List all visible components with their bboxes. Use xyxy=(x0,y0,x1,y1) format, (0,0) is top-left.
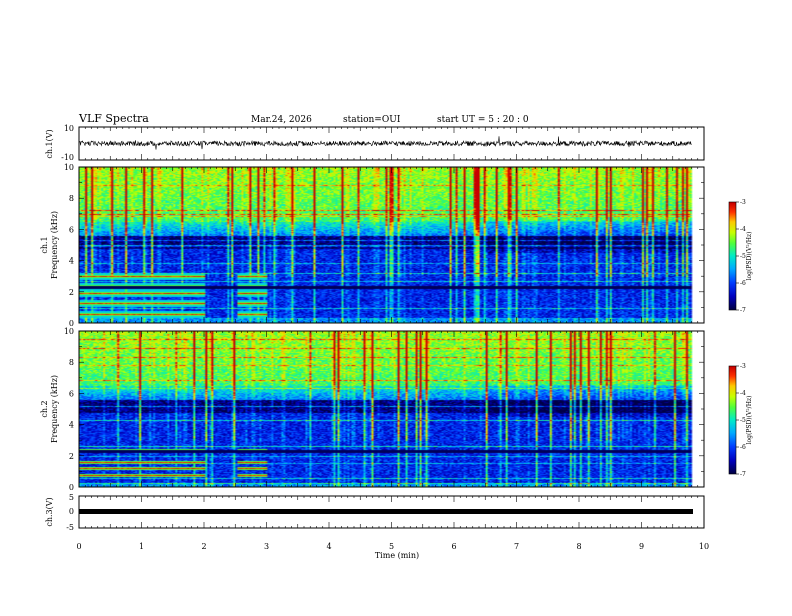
ch3-waveform-panel: 5 0 -5 ch.3(V) xyxy=(45,493,705,532)
ch1-colorbar-label: log(PSD)(V²/Hz) xyxy=(746,232,753,281)
ch1-waveform-trace xyxy=(78,136,692,150)
ch2-colorbar-ticklabel: -6 xyxy=(740,444,746,451)
x-tick-label: 9 xyxy=(639,542,644,551)
figure-title: VLF Spectra xyxy=(78,112,149,125)
ch2-spec-ytick-label: 0 xyxy=(69,483,74,492)
ch1-spec-ytick-label: 8 xyxy=(69,194,74,203)
ch1-spec-ytick-label: 4 xyxy=(69,257,74,266)
ch3-ytick-mid: 0 xyxy=(69,507,74,516)
ch2-spec-ytick-label: 8 xyxy=(69,358,74,367)
ch2-spec-ytick-label: 4 xyxy=(69,421,74,430)
ch1-colorbar-ticklabel: -5 xyxy=(740,253,746,260)
x-tick-label: 8 xyxy=(576,542,581,551)
ch2-spectrogram-image xyxy=(79,331,704,487)
x-tick-label: 0 xyxy=(76,542,81,551)
x-tick-label: 6 xyxy=(451,542,456,551)
ch1-ytick-top: 10 xyxy=(64,124,74,133)
ch2-colorbar-ticklabel: -5 xyxy=(740,417,746,424)
ch3-waveform-trace xyxy=(79,509,693,514)
ch1-spectrogram-image xyxy=(79,167,704,323)
x-tick-label: 2 xyxy=(201,542,206,551)
ch2-colorbar-ticklabel: -3 xyxy=(740,363,746,370)
ch2-spec-ytick-label: 6 xyxy=(69,389,74,398)
ch1-colorbar-ticklabel: -3 xyxy=(740,199,746,206)
ch1-spec-ytick-label: 10 xyxy=(64,163,74,172)
ch2-spec-ytick-label: 2 xyxy=(69,452,74,461)
x-tick-label: 10 xyxy=(699,542,709,551)
ch3-ylabel: ch.3(V) xyxy=(45,497,54,526)
ch2-spec-ytick-label: 10 xyxy=(64,327,74,336)
x-axis-label: Time (min) xyxy=(375,551,419,560)
x-tick-label: 3 xyxy=(264,542,269,551)
ch1-spec-ylabel-freq: Frequency (kHz) xyxy=(50,211,59,279)
ch3-ytick-top: 5 xyxy=(69,493,74,502)
ch1-spec-ytick-label: 0 xyxy=(69,319,74,328)
ch1-spec-ylabel-ch: ch.1 xyxy=(40,236,49,253)
ch1-colorbar-ticklabel: -7 xyxy=(740,307,746,314)
ch1-spec-ytick-label: 2 xyxy=(69,288,74,297)
ch1-colorbar-ticklabel: -6 xyxy=(740,280,746,287)
x-tick-label: 4 xyxy=(326,542,331,551)
ch2-colorbar-ticklabel: -4 xyxy=(740,390,746,397)
ch1-colorbar-ticklabel: -4 xyxy=(740,226,746,233)
ch2-colorbar-ticklabel: -7 xyxy=(740,471,746,478)
ch1-ylabel: ch.1(V) xyxy=(45,129,54,158)
ch2-colorbar xyxy=(729,366,736,474)
ch2-spec-ylabel-freq: Frequency (kHz) xyxy=(50,375,59,443)
ch1-colorbar xyxy=(729,202,736,310)
ch3-ytick-bottom: -5 xyxy=(66,523,74,532)
x-tick-label: 7 xyxy=(514,542,519,551)
x-tick-label: 1 xyxy=(139,542,144,551)
station-label: station=OUI xyxy=(343,115,401,125)
ch1-spec-ytick-label: 6 xyxy=(69,225,74,234)
x-tick-label: 5 xyxy=(389,542,394,551)
ch1-ytick-bottom: -10 xyxy=(61,153,74,162)
date-label: Mar.24, 2026 xyxy=(251,115,312,125)
ch2-colorbar-label: log(PSD)(V²/Hz) xyxy=(746,396,753,445)
ch2-spec-ylabel-ch: ch.2 xyxy=(40,400,49,417)
start-time-label: start UT = 5 : 20 : 0 xyxy=(437,115,529,125)
ch1-waveform-panel: 10 -10 ch.1(V) xyxy=(45,124,705,162)
